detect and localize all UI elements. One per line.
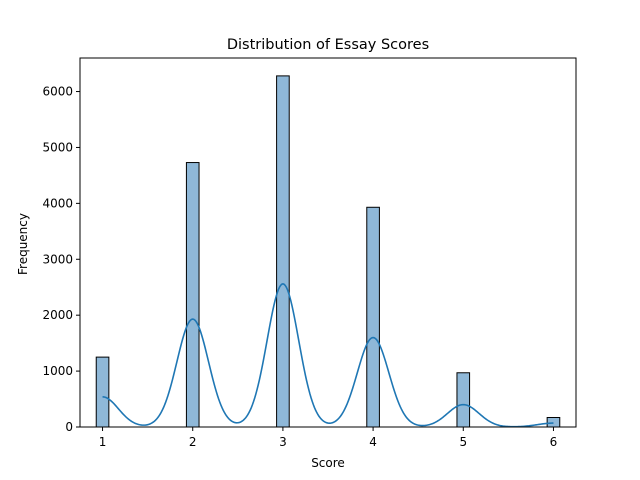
y-tick-label: 6000 xyxy=(42,85,73,99)
axes-frame xyxy=(79,57,577,428)
histogram-bar xyxy=(185,162,200,428)
histogram-bar xyxy=(95,356,110,428)
plot-area xyxy=(95,75,561,428)
chart-title: Distribution of Essay Scores xyxy=(227,37,429,53)
histogram-bar xyxy=(276,75,290,428)
x-tick-label: 5 xyxy=(459,435,467,449)
x-tick-label: 1 xyxy=(99,435,107,449)
y-tick-label: 1000 xyxy=(42,364,73,378)
histogram-bar xyxy=(546,416,561,428)
x-tick-label: 2 xyxy=(189,435,197,449)
y-tick-label: 5000 xyxy=(42,140,73,154)
y-tick-label: 3000 xyxy=(42,252,73,266)
y-tick-label: 4000 xyxy=(42,196,73,210)
y-axis: 0 1000 2000 3000 4000 5000 6000 xyxy=(42,85,80,434)
histogram-bar xyxy=(456,372,471,428)
y-axis-label: Frequency xyxy=(16,213,30,275)
x-tick-label: 3 xyxy=(279,435,287,449)
x-axis-label: Score xyxy=(311,456,345,470)
x-axis: 1 2 3 4 5 6 xyxy=(99,427,558,449)
kde-curve xyxy=(102,283,554,428)
histogram-bar xyxy=(366,206,380,428)
y-tick-label: 2000 xyxy=(42,308,73,322)
x-tick-label: 6 xyxy=(550,435,558,449)
x-tick-label: 4 xyxy=(369,435,377,449)
y-tick-label: 0 xyxy=(65,420,73,434)
